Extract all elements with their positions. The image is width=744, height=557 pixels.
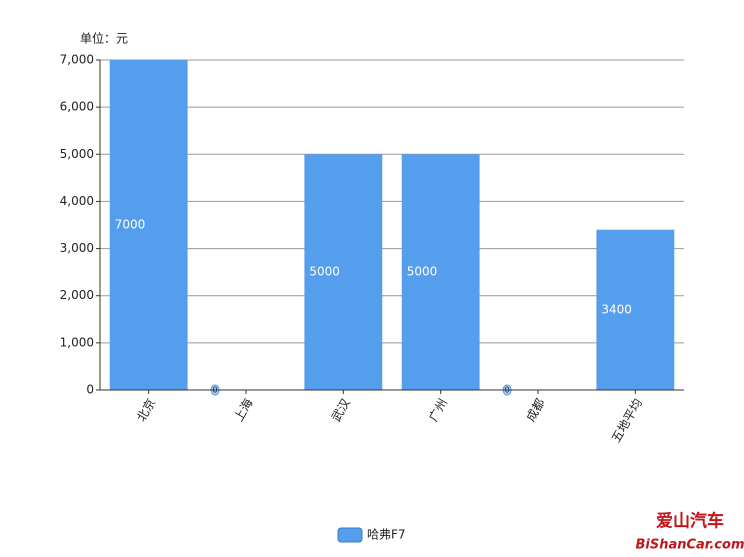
y-tick-label: 6,000 (60, 100, 94, 114)
legend-label: 哈弗F7 (367, 528, 406, 542)
watermark: BiShanCar.com (635, 538, 744, 553)
bar (401, 154, 480, 390)
y-tick-label: 4,000 (60, 194, 94, 208)
x-tick-label: 武汉 (329, 396, 353, 424)
bar (304, 154, 383, 390)
x-tick-label: 广州 (426, 396, 450, 424)
bar (109, 60, 188, 390)
value-label: 3400 (601, 302, 632, 316)
legend-swatch (337, 527, 363, 543)
value-label: 5000 (407, 265, 438, 279)
bar (596, 229, 675, 390)
watermark: 爱山汽车 (656, 511, 724, 532)
y-tick-label: 5,000 (60, 147, 94, 161)
y-tick-label: 2,000 (60, 288, 94, 302)
x-tick-label: 五地平均 (609, 396, 645, 445)
value-label: 5000 (309, 265, 340, 279)
x-tick-label: 上海 (231, 396, 256, 424)
x-tick-label: 北京 (134, 396, 158, 424)
value-label: 7000 (115, 218, 146, 232)
x-tick-label: 成都 (523, 396, 547, 424)
y-tick-label: 0 (86, 383, 94, 397)
y-tick-label: 3,000 (60, 241, 94, 255)
y-tick-label: 7,000 (60, 53, 94, 67)
y-tick-label: 1,000 (60, 335, 94, 349)
y-axis-label: 单位：元 (80, 31, 128, 46)
